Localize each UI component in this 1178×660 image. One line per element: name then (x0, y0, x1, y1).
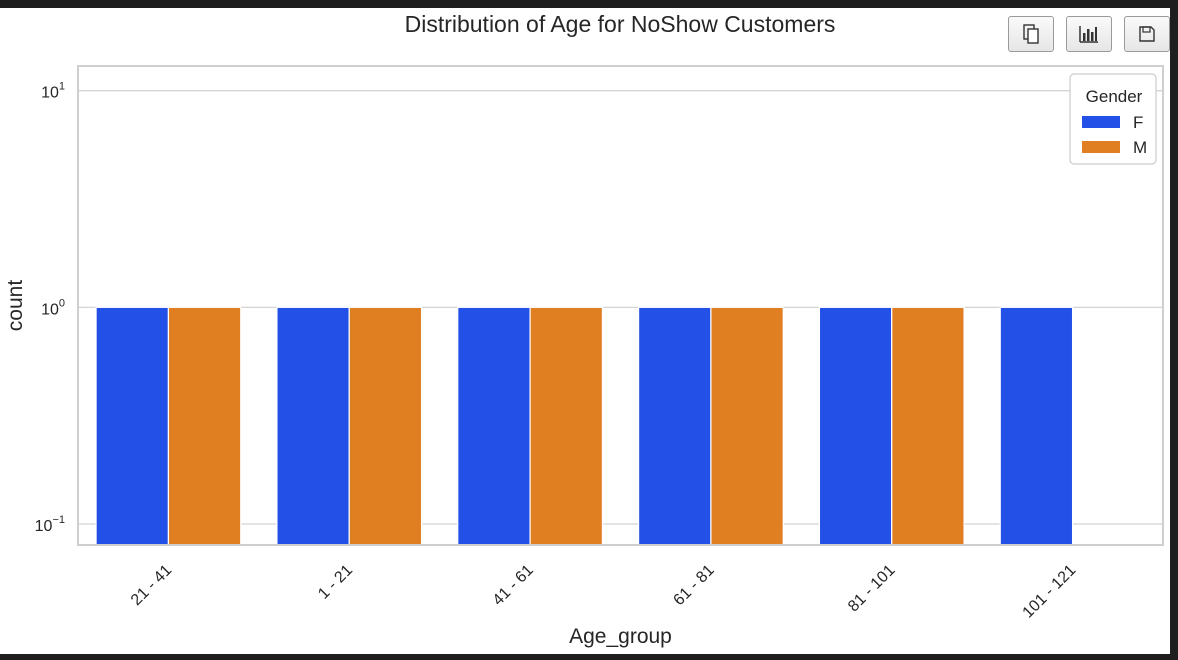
legend-swatch-M (1082, 141, 1120, 153)
bar-F-4 (818, 306, 893, 546)
chart-button[interactable] (1066, 16, 1112, 52)
copy-button[interactable] (1008, 16, 1054, 52)
bar-M-0 (167, 306, 242, 546)
legend: Gender FM (1069, 73, 1157, 165)
chart-toolbar (1008, 16, 1170, 52)
bar-F-1 (276, 306, 350, 546)
save-button[interactable] (1124, 16, 1170, 52)
bar-F-3 (637, 306, 712, 546)
y-tick-label: 100 (41, 297, 65, 318)
x-tick-label: 1 - 21 (315, 562, 356, 603)
y-axis-label: count (4, 280, 27, 332)
x-tick-label: 101 - 121 (1020, 562, 1080, 622)
bar-F-0 (95, 306, 170, 546)
bar-M-1 (348, 306, 423, 546)
bar-chart-icon (1079, 26, 1098, 43)
bar-F-2 (457, 306, 531, 546)
legend-swatch-F (1082, 116, 1120, 128)
copy-icon (1023, 24, 1039, 44)
y-tick-label: 10−1 (35, 514, 65, 535)
bar-F-5 (999, 306, 1074, 546)
legend-label-F: F (1133, 113, 1143, 132)
bar-M-3 (710, 306, 784, 546)
chart: 21 - 41 1 - 21 41 - 61 61 - 81 81 - 101 101 -… (4, 65, 1164, 648)
bar-M-2 (529, 306, 604, 546)
plot-frame (77, 65, 1164, 546)
legend-label-M: M (1133, 138, 1147, 157)
save-icon (1139, 26, 1155, 42)
output-panel: Distribution of Age for NoShow Customers… (0, 8, 1170, 654)
x-axis-label: Age_group (569, 625, 672, 648)
legend-title: Gender (1086, 87, 1143, 106)
x-tick-label: 41 - 61 (490, 562, 537, 609)
x-tick-label: 61 - 81 (671, 562, 718, 609)
x-tick-label: 21 - 41 (128, 562, 175, 609)
x-tick-label: 81 - 101 (845, 562, 899, 616)
bar-M-4 (891, 306, 965, 546)
y-tick-label: 101 (41, 81, 65, 102)
